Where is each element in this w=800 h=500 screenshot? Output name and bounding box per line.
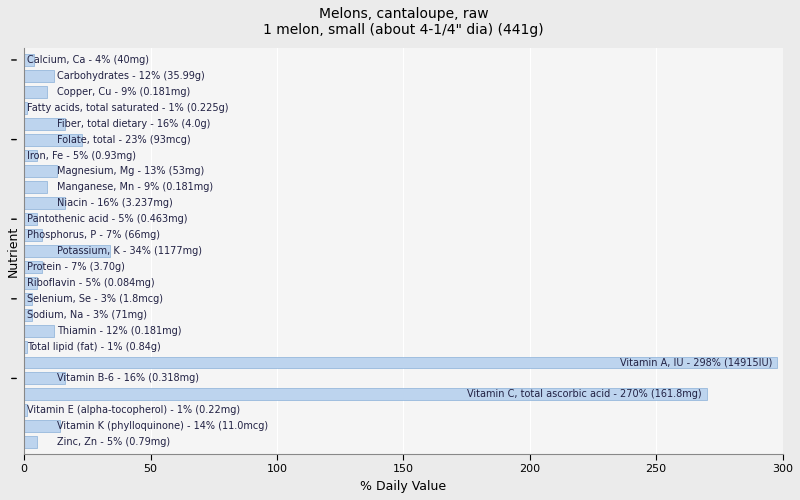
Text: Carbohydrates - 12% (35.99g): Carbohydrates - 12% (35.99g) [57, 71, 205, 81]
Text: Riboflavin - 5% (0.084mg): Riboflavin - 5% (0.084mg) [26, 278, 154, 288]
Text: Potassium, K - 34% (1177mg): Potassium, K - 34% (1177mg) [57, 246, 202, 256]
Bar [24, 324, 54, 336]
Y-axis label: Nutrient: Nutrient [7, 226, 20, 276]
Text: Vitamin E (alpha-tocopherol) - 1% (0.22mg): Vitamin E (alpha-tocopherol) - 1% (0.22m… [26, 406, 240, 415]
Text: Selenium, Se - 3% (1.8mcg): Selenium, Se - 3% (1.8mcg) [26, 294, 162, 304]
Bar [24, 309, 32, 320]
Bar [24, 86, 47, 98]
Text: Fatty acids, total saturated - 1% (0.225g): Fatty acids, total saturated - 1% (0.225… [26, 102, 228, 113]
Bar [24, 54, 34, 66]
Text: Thiamin - 12% (0.181mg): Thiamin - 12% (0.181mg) [57, 326, 182, 336]
Bar [24, 261, 42, 273]
Text: Total lipid (fat) - 1% (0.84g): Total lipid (fat) - 1% (0.84g) [26, 342, 160, 351]
Title: Melons, cantaloupe, raw
1 melon, small (about 4-1/4" dia) (441g): Melons, cantaloupe, raw 1 melon, small (… [263, 7, 544, 37]
Bar [24, 356, 778, 368]
Text: Sodium, Na - 3% (71mg): Sodium, Na - 3% (71mg) [26, 310, 146, 320]
Bar [24, 182, 47, 194]
Text: Copper, Cu - 9% (0.181mg): Copper, Cu - 9% (0.181mg) [57, 87, 190, 97]
Bar [24, 70, 54, 82]
Bar [24, 150, 37, 162]
Text: Zinc, Zn - 5% (0.79mg): Zinc, Zn - 5% (0.79mg) [57, 437, 170, 447]
Bar [24, 372, 65, 384]
Text: Manganese, Mn - 9% (0.181mg): Manganese, Mn - 9% (0.181mg) [57, 182, 213, 192]
Text: Vitamin C, total ascorbic acid - 270% (161.8mg): Vitamin C, total ascorbic acid - 270% (1… [467, 390, 702, 400]
Bar [24, 436, 37, 448]
Bar [24, 293, 32, 305]
Bar [24, 245, 110, 257]
Text: Folate, total - 23% (93mcg): Folate, total - 23% (93mcg) [57, 134, 190, 144]
Bar [24, 420, 59, 432]
Bar [24, 213, 37, 225]
X-axis label: % Daily Value: % Daily Value [360, 480, 446, 493]
Bar [24, 277, 37, 289]
Text: Vitamin K (phylloquinone) - 14% (11.0mcg): Vitamin K (phylloquinone) - 14% (11.0mcg… [57, 421, 268, 431]
Bar [24, 388, 706, 400]
Text: Fiber, total dietary - 16% (4.0g): Fiber, total dietary - 16% (4.0g) [57, 118, 210, 128]
Bar [24, 229, 42, 241]
Bar [24, 118, 65, 130]
Bar [24, 166, 57, 177]
Bar [24, 102, 26, 114]
Text: Iron, Fe - 5% (0.93mg): Iron, Fe - 5% (0.93mg) [26, 150, 136, 160]
Bar [24, 198, 65, 209]
Text: Pantothenic acid - 5% (0.463mg): Pantothenic acid - 5% (0.463mg) [26, 214, 187, 224]
Text: Vitamin B-6 - 16% (0.318mg): Vitamin B-6 - 16% (0.318mg) [57, 374, 199, 384]
Bar [24, 340, 26, 352]
Bar [24, 134, 82, 145]
Text: Calcium, Ca - 4% (40mg): Calcium, Ca - 4% (40mg) [26, 55, 149, 65]
Text: Phosphorus, P - 7% (66mg): Phosphorus, P - 7% (66mg) [26, 230, 160, 240]
Bar [24, 404, 26, 416]
Text: Magnesium, Mg - 13% (53mg): Magnesium, Mg - 13% (53mg) [57, 166, 204, 176]
Text: Vitamin A, IU - 298% (14915IU): Vitamin A, IU - 298% (14915IU) [620, 358, 773, 368]
Text: Niacin - 16% (3.237mg): Niacin - 16% (3.237mg) [57, 198, 173, 208]
Text: Protein - 7% (3.70g): Protein - 7% (3.70g) [26, 262, 125, 272]
